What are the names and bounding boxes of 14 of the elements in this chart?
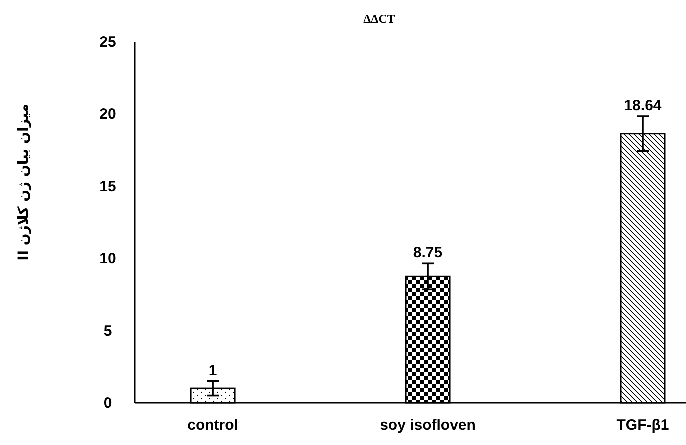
data-label: 18.64 bbox=[624, 98, 662, 115]
y-tick-label: 0 bbox=[104, 395, 112, 412]
data-label: 8.75 bbox=[413, 244, 443, 262]
y-tick-label: 15 bbox=[100, 178, 116, 196]
chart-title: ΔΔCT bbox=[364, 12, 396, 26]
x-tick-label: soy isofloven bbox=[380, 417, 476, 434]
data-label: 1 bbox=[208, 362, 218, 380]
y-tick-label: 5 bbox=[104, 322, 112, 340]
y-tick-label: 10 bbox=[100, 250, 116, 268]
y-tick-label: 25 bbox=[100, 34, 116, 51]
y-tick-label: 20 bbox=[100, 106, 116, 124]
y-axis-title: میزان بیان ژن کلاژن II bbox=[16, 104, 32, 261]
x-tick-label: control bbox=[188, 417, 238, 434]
x-tick-label: TGF-β1 bbox=[616, 417, 670, 434]
